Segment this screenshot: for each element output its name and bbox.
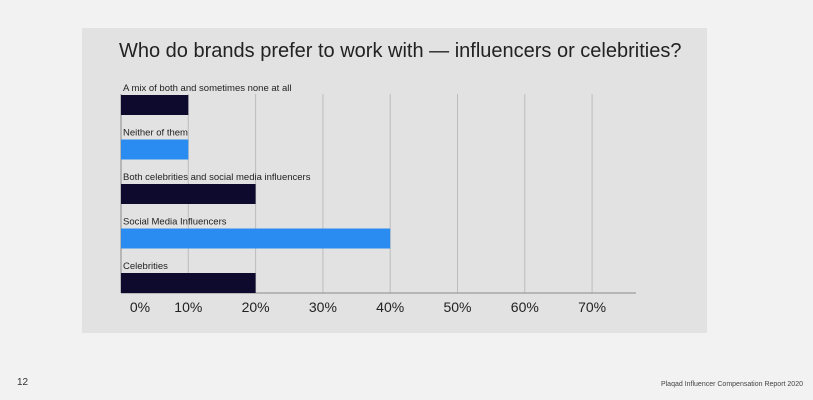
x-tick-label: 0% [130,299,150,315]
category-label: Social Media Influencers [123,217,227,228]
bar-4 [121,228,391,249]
chart-title: Who do brands prefer to work with — infl… [119,40,682,62]
bar-1 [121,95,189,115]
x-tick-label: 40% [376,299,404,315]
page-number: 12 [17,377,29,388]
bar-3 [121,184,256,204]
x-tick-label: 50% [443,299,471,315]
x-tick-label: 10% [174,299,202,315]
category-label: Neither of them [123,128,188,139]
category-label: A mix of both and sometimes none at all [123,83,291,94]
x-tick-label: 20% [242,299,270,315]
x-tick-label: 70% [578,299,606,315]
bar-5 [121,273,256,293]
bar-2 [121,139,189,160]
category-label: Celebrities [123,261,168,272]
report-footer: Plaqad Influencer Compensation Report 20… [660,381,803,388]
x-tick-label: 60% [511,299,539,315]
category-label: Both celebrities and social media influe… [123,172,311,183]
x-tick-label: 30% [309,299,337,315]
